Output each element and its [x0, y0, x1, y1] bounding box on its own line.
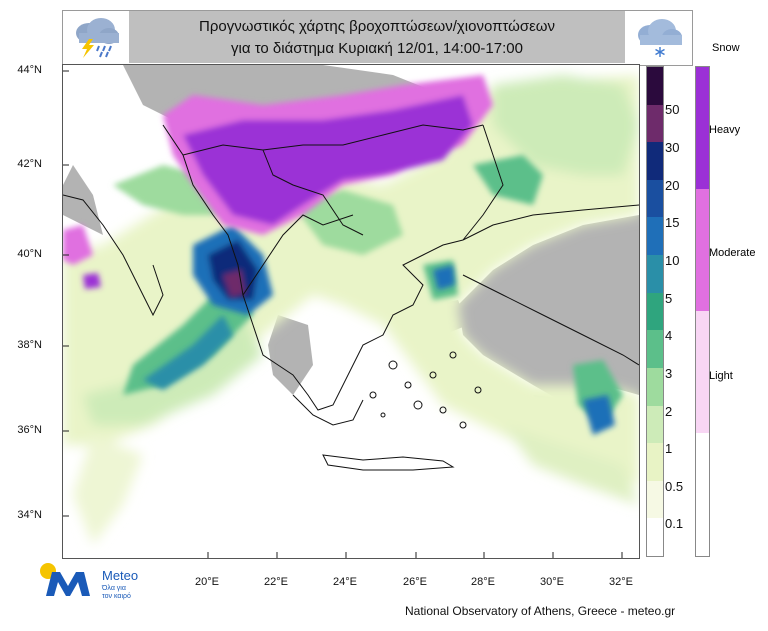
- lon-label-26: 26°E: [403, 576, 427, 588]
- rain-label-10: 10: [665, 253, 680, 268]
- rain-label-4: 4: [665, 328, 673, 343]
- footer-credit: National Observatory of Athens, Greece -…: [405, 604, 676, 618]
- snow-light-band: [696, 311, 709, 433]
- aegean-islands: [369, 351, 482, 429]
- lat-label-36: 36°N: [17, 424, 42, 436]
- map-title-line2: για το διάστημα Κυριακή 12/01, 14:00-17:…: [231, 40, 523, 57]
- map-title-line1: Προγνωστικός χάρτης βροχοπτώσεων/χιονοπτ…: [198, 18, 556, 35]
- coastlines-and-borders: [63, 124, 639, 471]
- graticule-ticks: [63, 70, 623, 558]
- lon-label-20: 20°E: [195, 576, 219, 588]
- lat-label-42: 42°N: [17, 158, 42, 170]
- rain-label-15: 15: [665, 215, 680, 230]
- lat-label-40: 40°N: [17, 248, 42, 260]
- snow-label-light: Light: [709, 370, 733, 382]
- rain-colorbar-segment: [647, 179, 663, 218]
- logo-slogan-line1: Όλα για: [102, 585, 126, 592]
- snow-label-heavy: Heavy: [709, 124, 741, 136]
- lat-label-38: 38°N: [17, 339, 42, 351]
- lon-label-30: 30°E: [540, 576, 564, 588]
- logo-name: Meteo: [102, 568, 139, 583]
- rain-label-30: 30: [665, 140, 680, 155]
- heavy-rain-areas: [143, 225, 615, 435]
- snow-moderate-band: [696, 189, 709, 311]
- rain-colorbar-segment: [647, 255, 663, 294]
- rain-colorbar-segment: [647, 443, 663, 482]
- rain-label-20: 20: [665, 178, 680, 193]
- lon-label-22: 22°E: [264, 576, 288, 588]
- snow-none-band: [696, 433, 709, 556]
- thunderstorm-rain-cloud-icon: [67, 15, 125, 59]
- snow-legend-title: Snow: [712, 42, 740, 54]
- meteo-logo: [38, 562, 100, 600]
- snow-areas: [63, 75, 493, 289]
- rain-colorbar-segment: [647, 217, 663, 256]
- rain-label-0-5: 0.5: [665, 479, 684, 494]
- rain-label-0-1: 0.1: [665, 516, 684, 531]
- rain-colorbar-segment: [647, 480, 663, 519]
- rain-label-1: 1: [665, 441, 673, 456]
- lon-label-32: 32°E: [609, 576, 633, 588]
- rain-label-3: 3: [665, 366, 673, 381]
- rain-colorbar-segment: [647, 518, 663, 557]
- rain-colorbar-segment: [647, 67, 663, 106]
- rain-colorbar-segment: [647, 292, 663, 331]
- rain-label-5: 5: [665, 291, 673, 306]
- map-header: Προγνωστικός χάρτης βροχοπτώσεων/χιονοπτ…: [62, 10, 693, 66]
- lon-label-28: 28°E: [471, 576, 495, 588]
- logo-slogan: Όλα για τον καιρό: [102, 585, 131, 601]
- precipitation-map: [62, 64, 640, 559]
- rain-colorbar-segment: [647, 367, 663, 407]
- rain-colorbar-segment: [647, 405, 663, 444]
- map-title-box: Προγνωστικός χάρτης βροχοπτώσεων/χιονοπτ…: [129, 11, 625, 63]
- rain-label-2: 2: [665, 404, 673, 419]
- rain-colorbar-segment: [647, 104, 663, 143]
- snow-heavy-band: [696, 67, 709, 189]
- lon-label-24: 24°E: [333, 576, 357, 588]
- logo-slogan-line2: τον καιρό: [102, 593, 131, 600]
- snow-colorbar: [695, 66, 710, 557]
- snow-cloud-icon: [630, 15, 688, 59]
- rain-colorbar: [646, 66, 664, 557]
- lat-label-44: 44°N: [17, 64, 42, 76]
- lat-label-34: 34°N: [17, 509, 42, 521]
- rain-label-50: 50: [665, 102, 680, 117]
- snow-label-moderate: Moderate: [709, 247, 756, 259]
- map-canvas: [63, 65, 639, 558]
- rain-colorbar-segment: [647, 330, 663, 369]
- rain-colorbar-segment: [647, 142, 663, 181]
